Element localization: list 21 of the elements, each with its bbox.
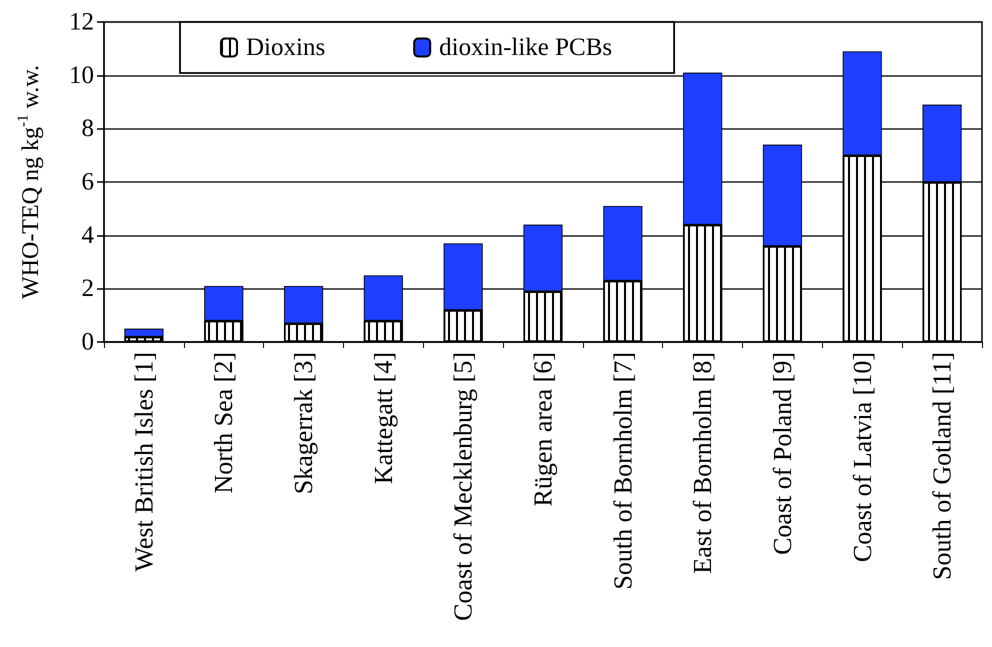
x-tick-label: South of Gotland [11] bbox=[928, 352, 957, 580]
y-tick-label: 8 bbox=[82, 115, 94, 142]
x-tick-label: Coast of Poland [9] bbox=[768, 352, 797, 555]
legend-label: Dioxins bbox=[246, 34, 326, 61]
x-tick-label: Rügen area [6] bbox=[528, 352, 558, 506]
x-tick-label: Coast of Mecklenburg [5] bbox=[448, 352, 478, 621]
x-tick-label: Skagerrak [3] bbox=[289, 352, 318, 494]
legend-label: dioxin-like PCBs bbox=[439, 34, 612, 61]
y-tick-label: 12 bbox=[69, 8, 94, 36]
x-tick-label: Kattegatt [4] bbox=[368, 352, 398, 484]
y-tick-label: 10 bbox=[69, 62, 94, 89]
x-tick-label: East of Bornholm [8] bbox=[688, 352, 718, 574]
x-tick-label: West British Isles [1] bbox=[129, 352, 158, 572]
y-tick-label: 2 bbox=[82, 275, 94, 302]
y-axis-title: WHO-TEQ ng kg-1 w.w. bbox=[16, 65, 44, 300]
x-tick-label: South of Bornholm [7] bbox=[608, 352, 638, 590]
y-tick-label: 4 bbox=[82, 222, 94, 249]
y-tick-label: 0 bbox=[82, 328, 94, 356]
x-tick-label: Coast of Latvia [10] bbox=[848, 352, 877, 562]
y-tick-label: 6 bbox=[82, 168, 94, 196]
x-tick-label: North Sea [2] bbox=[209, 352, 238, 494]
